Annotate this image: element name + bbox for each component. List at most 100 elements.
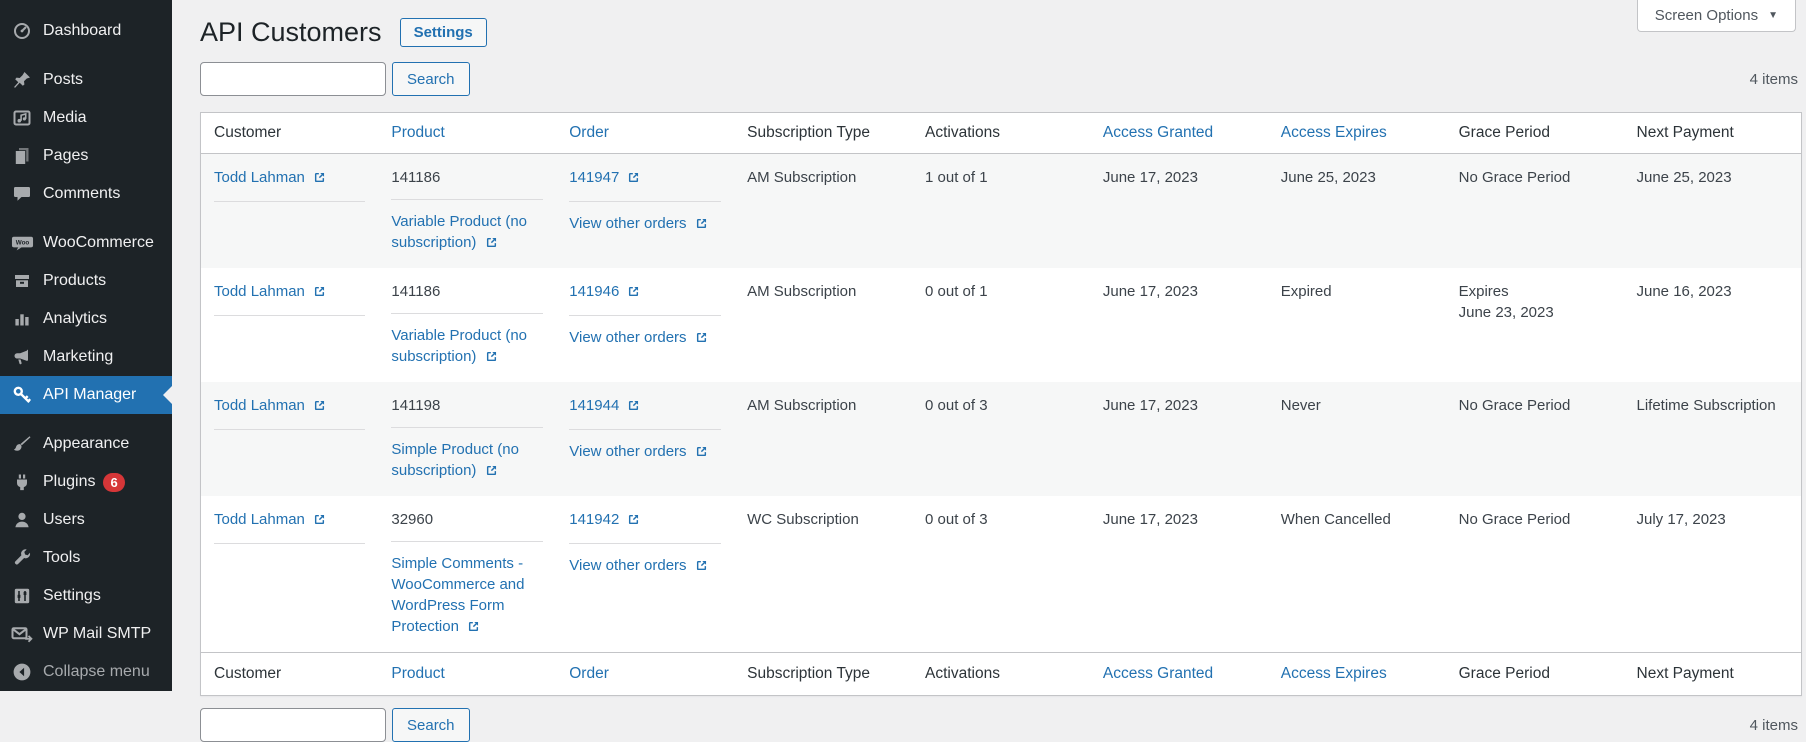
external-link-icon xyxy=(695,557,708,578)
sidebar-item-posts[interactable]: Posts xyxy=(0,61,172,99)
view-other-orders-link[interactable]: View other orders xyxy=(569,215,707,232)
sidebar-item-appearance[interactable]: Appearance xyxy=(0,425,172,463)
sort-link-order[interactable]: Order xyxy=(569,124,609,142)
sidebar-item-pages[interactable]: Pages xyxy=(0,137,172,175)
product-link[interactable]: Simple Product (no subscription) xyxy=(391,441,519,479)
customer-link[interactable]: Todd Lahman xyxy=(214,283,326,300)
tablenav-top: Search 4 items xyxy=(200,62,1802,97)
cell-divider xyxy=(391,313,544,315)
sidebar-item-tools[interactable]: Tools xyxy=(0,539,172,577)
product-link[interactable]: Variable Product (no subscription) xyxy=(391,213,527,251)
product-link[interactable]: Variable Product (no subscription) xyxy=(391,327,527,365)
sort-link-order-footer[interactable]: Order xyxy=(569,665,609,683)
cell-divider xyxy=(391,541,544,543)
column-header-activations: Activations xyxy=(912,112,1090,155)
column-header-access-granted: Access Granted xyxy=(1089,112,1268,155)
settings-icon xyxy=(10,585,34,607)
table-body: Todd Lahman 141186 Variable Product (no s… xyxy=(200,153,1802,653)
customer-cell: Todd Lahman xyxy=(201,496,379,653)
search-input[interactable] xyxy=(200,62,386,97)
cell-divider xyxy=(391,427,544,429)
customer-link[interactable]: Todd Lahman xyxy=(214,169,326,186)
settings-button[interactable]: Settings xyxy=(399,17,487,47)
column-header-access-expires-footer: Access Expires xyxy=(1267,652,1446,696)
comments-icon xyxy=(10,183,34,205)
sidebar-item-woocommerce[interactable]: Woo WooCommerce xyxy=(0,224,172,262)
customer-link[interactable]: Todd Lahman xyxy=(214,511,326,528)
tablenav-bottom: Search 4 items xyxy=(200,708,1802,742)
svg-text:Woo: Woo xyxy=(15,240,29,247)
column-header-customer: Customer xyxy=(200,112,379,155)
sidebar-item-marketing[interactable]: Marketing xyxy=(0,338,172,376)
activations-cell: 1 out of 1 xyxy=(925,169,988,187)
sidebar-item-collapse-menu[interactable]: Collapse menu xyxy=(0,653,172,691)
sort-link-access-granted-footer[interactable]: Access Granted xyxy=(1102,665,1214,683)
search-button-bottom[interactable]: Search xyxy=(392,708,470,742)
sidebar-item-products[interactable]: Products xyxy=(0,262,172,300)
screen-options-label: Screen Options xyxy=(1654,7,1759,24)
cell-divider xyxy=(214,315,366,317)
sidebar-item-plugins[interactable]: Plugins 6 xyxy=(0,463,172,501)
table-row: Todd Lahman 141198 Simple Product (no sub… xyxy=(200,382,1802,497)
cell-divider xyxy=(391,199,544,201)
order-link[interactable]: 141947 xyxy=(569,169,640,186)
table-row: Todd Lahman 32960 Simple Comments - WooCo… xyxy=(201,496,1802,653)
external-link-icon xyxy=(313,169,326,190)
grace-period-cell: No Grace Period xyxy=(1458,397,1571,415)
sidebar-item-wp-mail-smtp[interactable]: WP Mail SMTP xyxy=(0,615,172,653)
search-input-bottom[interactable] xyxy=(200,708,386,742)
column-header-access-granted-footer: Access Granted xyxy=(1089,652,1268,696)
order-link[interactable]: 141946 xyxy=(569,283,640,300)
order-link[interactable]: 141942 xyxy=(569,511,640,528)
next-payment-cell: June 16, 2023 xyxy=(1636,283,1732,301)
sidebar-item-label: Media xyxy=(43,109,87,126)
external-link-icon xyxy=(485,234,498,255)
sort-link-product-footer[interactable]: Product xyxy=(391,665,445,683)
column-header-product: Product xyxy=(378,112,557,155)
activations-cell: 0 out of 3 xyxy=(925,397,988,415)
sidebar-item-label: Collapse menu xyxy=(43,663,150,680)
sidebar-item-media[interactable]: Media xyxy=(0,99,172,137)
order-link[interactable]: 141944 xyxy=(569,397,640,414)
subscription-type-cell: AM Subscription xyxy=(747,283,857,301)
product-id: 141186 xyxy=(391,283,441,301)
sidebar-item-dashboard[interactable]: Dashboard xyxy=(0,12,172,50)
column-header-next-payment: Next Payment xyxy=(1623,112,1802,155)
column-header-grace-period: Grace Period xyxy=(1445,112,1624,155)
external-link-icon xyxy=(695,215,708,236)
sort-link-access-expires[interactable]: Access Expires xyxy=(1280,124,1387,142)
access-expires-cell: When Cancelled xyxy=(1280,511,1391,529)
chevron-down-icon: ▼ xyxy=(1768,9,1778,21)
sort-link-product[interactable]: Product xyxy=(391,124,445,142)
search-button[interactable]: Search xyxy=(392,62,470,97)
column-header-order: Order xyxy=(556,112,735,155)
customer-link[interactable]: Todd Lahman xyxy=(214,397,326,414)
product-link[interactable]: Simple Comments - WooCommerce and WordPr… xyxy=(391,555,524,635)
sidebar-item-comments[interactable]: Comments xyxy=(0,175,172,213)
sidebar-item-settings[interactable]: Settings xyxy=(0,577,172,615)
sidebar-item-api-manager[interactable]: API Manager xyxy=(0,376,172,414)
customer-cell: Todd Lahman xyxy=(201,154,379,269)
view-other-orders-link[interactable]: View other orders xyxy=(569,443,707,460)
access-expires-cell: June 25, 2023 xyxy=(1280,169,1376,187)
sidebar-item-users[interactable]: Users xyxy=(0,501,172,539)
admin-sidebar: Dashboard Posts Media Pages Comments Woo WooCo… xyxy=(0,0,172,691)
view-other-orders-link[interactable]: View other orders xyxy=(569,557,707,574)
screen-options-button[interactable]: Screen Options ▼ xyxy=(1636,0,1796,32)
column-header-customer-footer: Customer xyxy=(200,652,379,696)
sort-link-access-granted[interactable]: Access Granted xyxy=(1102,124,1214,142)
order-cell: 141942 View other orders xyxy=(556,496,734,653)
table-header: Customer Product Order Subscription Type Act… xyxy=(200,112,1802,155)
table-row: Todd Lahman 141186 Variable Product (no s… xyxy=(200,153,1802,269)
next-payment-cell: July 17, 2023 xyxy=(1636,511,1726,529)
view-other-orders-link[interactable]: View other orders xyxy=(569,329,707,346)
product-id: 141198 xyxy=(391,397,441,415)
access-granted-cell: June 17, 2023 xyxy=(1102,169,1198,187)
product-cell: 32960 Simple Comments - WooCommerce and W… xyxy=(378,496,556,653)
activations-cell: 0 out of 1 xyxy=(925,283,988,301)
subscription-type-cell: AM Subscription xyxy=(747,397,857,415)
sort-link-access-expires-footer[interactable]: Access Expires xyxy=(1280,665,1387,683)
sidebar-item-label: Posts xyxy=(43,71,84,88)
sidebar-item-analytics[interactable]: Analytics xyxy=(0,300,172,338)
